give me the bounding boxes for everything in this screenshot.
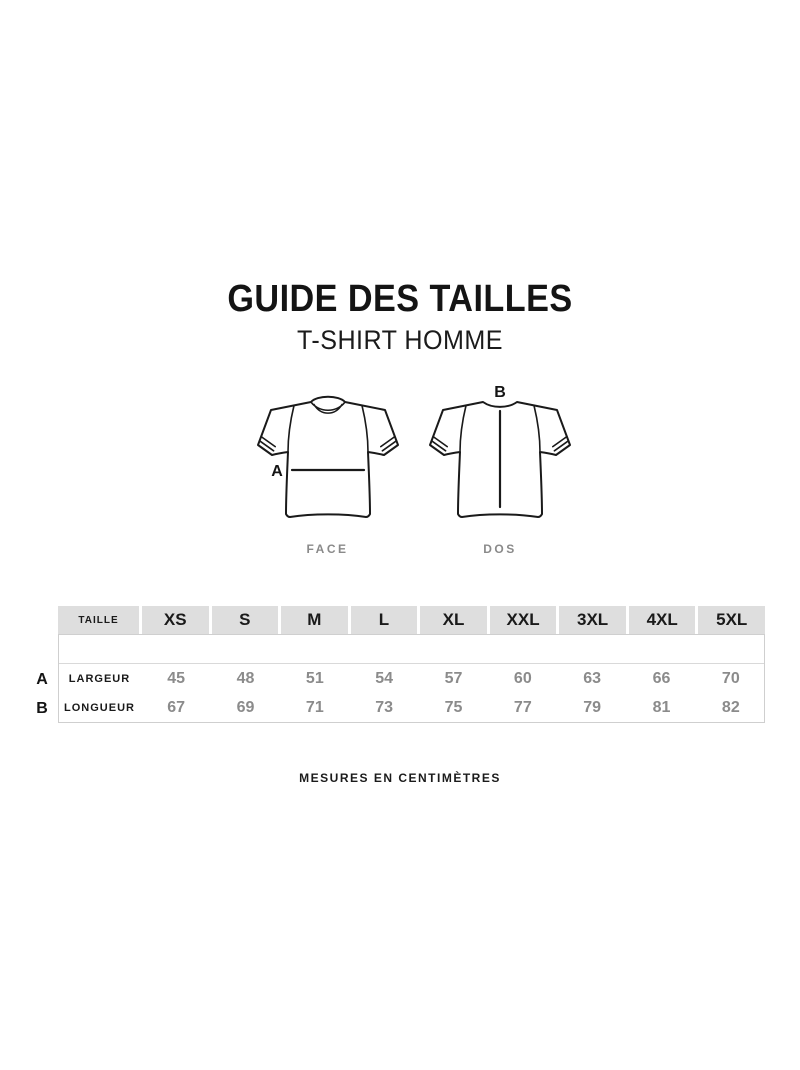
largeur-3xl: 63 (583, 669, 602, 687)
largeur-xl: 57 (444, 669, 463, 687)
largeur-4xl: 66 (652, 669, 671, 687)
header-cell-taille: TAILLE (58, 606, 139, 634)
front-view-label: FACE (306, 542, 349, 556)
page-subtitle: T-SHIRT HOMME (296, 325, 503, 355)
largeur-l: 54 (375, 669, 394, 687)
table-row-largeur: LARGEUR 45 48 51 54 57 60 63 66 70 (59, 664, 764, 693)
back-view-label: DOS (483, 542, 517, 556)
header-cell-5xl: 5XL (698, 606, 765, 634)
longueur-xl: 75 (444, 698, 463, 716)
units-footnote: MESURES EN CENTIMÈTRES (299, 771, 501, 785)
longueur-3xl: 79 (583, 698, 602, 716)
largeur-s: 48 (236, 669, 255, 687)
longueur-m: 71 (305, 698, 324, 716)
header-cell-xl: XL (420, 606, 487, 634)
cuff-trim-lines (258, 435, 398, 452)
largeur-xxl: 60 (513, 669, 532, 687)
header-cell-xs: XS (142, 606, 209, 634)
marker-b-label: B (494, 384, 506, 401)
collar-rib-lines (310, 401, 346, 414)
longueur-5xl: 82 (721, 698, 740, 716)
longueur-s: 69 (236, 698, 255, 716)
sleeve-seam-lines (459, 404, 541, 453)
size-table: A B TAILLE XS S M L XL XXL 3XL 4XL 5XL L… (36, 606, 765, 723)
tshirt-front-diagram: A (257, 395, 399, 518)
largeur-m: 51 (305, 669, 324, 687)
marker-a-label: A (271, 463, 283, 480)
size-table-body: LARGEUR 45 48 51 54 57 60 63 66 70 LONGU… (58, 634, 765, 723)
header-cell-l: L (350, 606, 418, 634)
header-cell-s: S (211, 606, 279, 634)
longueur-xs: 67 (167, 698, 186, 716)
tshirt-front-outline-icon (257, 395, 399, 518)
page-title: GUIDE DES TAILLES (227, 278, 573, 320)
largeur-xs: 45 (167, 669, 186, 687)
row-marker-a: A (36, 671, 48, 688)
row-label-longueur: LONGUEUR (64, 701, 135, 714)
size-table-header: TAILLE XS S M L XL XXL 3XL 4XL 5XL (58, 606, 765, 634)
row-label-largeur: LARGEUR (68, 672, 131, 685)
longueur-xxl: 77 (513, 698, 532, 716)
sleeve-seam-lines (287, 404, 369, 453)
header-cell-4xl: 4XL (628, 606, 696, 634)
header-cell-m: M (281, 606, 348, 634)
largeur-5xl: 70 (721, 669, 740, 687)
cuff-trim-lines (430, 435, 570, 452)
longueur-4xl: 81 (652, 698, 671, 716)
tshirt-back-diagram: B (429, 384, 571, 518)
empty-row (59, 635, 764, 664)
longueur-l: 73 (375, 698, 394, 716)
row-marker-b: B (36, 700, 48, 717)
header-cell-xxl: XXL (489, 606, 557, 634)
header-cell-3xl: 3XL (559, 606, 626, 634)
table-row-longueur: LONGUEUR 67 69 71 73 75 77 79 81 82 (59, 693, 764, 722)
